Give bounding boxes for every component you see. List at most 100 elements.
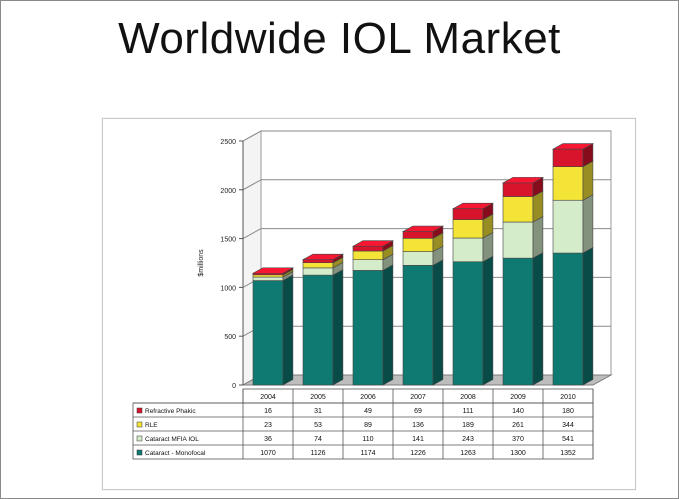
slide-title: Worldwide IOL Market — [118, 14, 561, 63]
gridline-side — [242, 130, 262, 142]
data-table-value: 69 — [414, 408, 422, 415]
data-table-value: 36 — [264, 436, 272, 443]
data-table-value: 370 — [512, 436, 524, 443]
data-table-value: 189 — [462, 422, 474, 429]
y-axis-label: $millions — [198, 249, 205, 277]
bar-top-face — [251, 267, 295, 274]
x-tick-label: 2007 — [410, 394, 426, 401]
y-tick-label: 2000 — [220, 188, 236, 195]
legend-swatch — [136, 449, 143, 456]
bar-2007-cataract-mfia-iol — [402, 251, 434, 266]
y-tick-label: 2500 — [220, 139, 236, 146]
bar-2005-rle — [302, 262, 334, 269]
bar-2006-rle — [352, 250, 384, 260]
bar-2008-cataract-mfia-iol — [452, 237, 484, 263]
x-tick-label: 2009 — [510, 394, 526, 401]
y-tick-label: 0 — [232, 383, 236, 390]
data-table-value: 111 — [463, 408, 474, 415]
data-table-value: 261 — [512, 422, 524, 429]
bar-2010-rle — [552, 166, 584, 201]
bar-2006-cataract-monofocal — [352, 270, 384, 386]
data-table-value: 110 — [362, 436, 373, 443]
bar-side-face — [582, 194, 594, 254]
bar-2007-refractive-phakic — [402, 231, 434, 239]
data-table-value: 1263 — [460, 450, 476, 457]
bar-side-face — [532, 215, 544, 259]
bar-2007-rle — [402, 238, 434, 252]
bar-2006-cataract-mfia-iol — [352, 259, 384, 271]
bar-2005-refractive-phakic — [302, 259, 334, 264]
gridline-side — [242, 179, 262, 191]
bar-2009-refractive-phakic — [502, 182, 534, 197]
data-table-value: 180 — [562, 408, 574, 415]
bar-2004-cataract-mfia-iol — [252, 276, 284, 281]
legend-entry: RLE — [145, 422, 158, 429]
data-table-value: 53 — [314, 422, 322, 429]
data-table-value: 89 — [364, 422, 372, 429]
data-table-value: 31 — [314, 408, 322, 415]
legend-entry: Cataract - Monofocal — [145, 450, 206, 457]
bar-top-face — [301, 253, 345, 260]
x-tick-label: 2008 — [460, 394, 476, 401]
bar-2008-rle — [452, 219, 484, 239]
bar-top-face — [551, 143, 595, 150]
data-table-value: 1126 — [310, 450, 325, 457]
data-table-value: 16 — [264, 408, 272, 415]
data-table-value: 243 — [462, 436, 474, 443]
legend-entry: Refractive Phakic — [145, 408, 196, 415]
y-tick-label: 1000 — [220, 285, 236, 292]
data-table-value: 541 — [562, 436, 574, 443]
bar-2010-refractive-phakic — [552, 148, 584, 167]
data-table-value: 23 — [264, 422, 272, 429]
bar-top-face — [501, 177, 545, 184]
legend-swatch — [136, 435, 143, 442]
bar-2004-rle — [252, 274, 284, 278]
bar-2010-cataract-monofocal — [552, 252, 584, 386]
data-table-value: 1226 — [410, 450, 426, 457]
bar-top-face — [451, 202, 495, 210]
legend-entry: Cataract MFIA IOL — [145, 436, 199, 443]
bar-2008-refractive-phakic — [452, 208, 484, 220]
bar-2009-cataract-mfia-iol — [502, 221, 534, 259]
legend-swatch — [136, 407, 143, 414]
data-table-value: 344 — [562, 422, 574, 429]
x-tick-label: 2005 — [310, 394, 326, 401]
data-table-value: 1174 — [360, 450, 375, 457]
bar-side-face — [482, 255, 494, 386]
bar-top-face — [401, 225, 445, 232]
chart-container: 0 500 1000 1500 2000 2500 $millions 2004 2005 200… — [102, 118, 636, 490]
legend-swatch — [136, 421, 143, 428]
bar-2010-cataract-mfia-iol — [552, 199, 584, 254]
x-tick-label: 2010 — [560, 394, 576, 401]
bar-2009-rle — [502, 196, 534, 223]
bar-side-face — [382, 264, 394, 386]
gridline-side — [242, 228, 262, 240]
x-tick-label: 2006 — [360, 394, 376, 401]
data-table-value: 74 — [314, 436, 322, 443]
bar-side-face — [582, 247, 594, 386]
bar-2008-cataract-monofocal — [452, 261, 484, 386]
y-tick-label: 500 — [224, 334, 236, 341]
data-table-value: 136 — [412, 422, 424, 429]
bar-2009-cataract-monofocal — [502, 257, 534, 386]
bar-2005-cataract-mfia-iol — [302, 267, 334, 276]
x-tick-label: 2004 — [260, 394, 276, 401]
data-table-value: 1300 — [510, 450, 526, 457]
bar-side-face — [432, 259, 444, 386]
bar-2007-cataract-monofocal — [402, 265, 434, 386]
bar-side-face — [532, 252, 544, 386]
data-table-value: 1070 — [260, 450, 276, 457]
bar-top-face — [351, 240, 395, 247]
bar-side-face — [282, 274, 294, 386]
bar-2005-cataract-monofocal — [302, 274, 334, 386]
data-table-value: 49 — [364, 408, 372, 415]
stacked-bar-chart: 0 500 1000 1500 2000 2500 $millions 2004 2005 200… — [132, 130, 613, 460]
data-table-value: 141 — [412, 436, 424, 443]
data-table-value: 140 — [512, 408, 524, 415]
data-table-value: 1352 — [560, 450, 576, 457]
bar-side-face — [332, 269, 344, 386]
bar-2004-cataract-monofocal — [252, 280, 284, 386]
bar-2006-refractive-phakic — [352, 245, 384, 252]
bar-side-face — [582, 160, 594, 201]
y-tick-label: 1500 — [220, 237, 236, 244]
